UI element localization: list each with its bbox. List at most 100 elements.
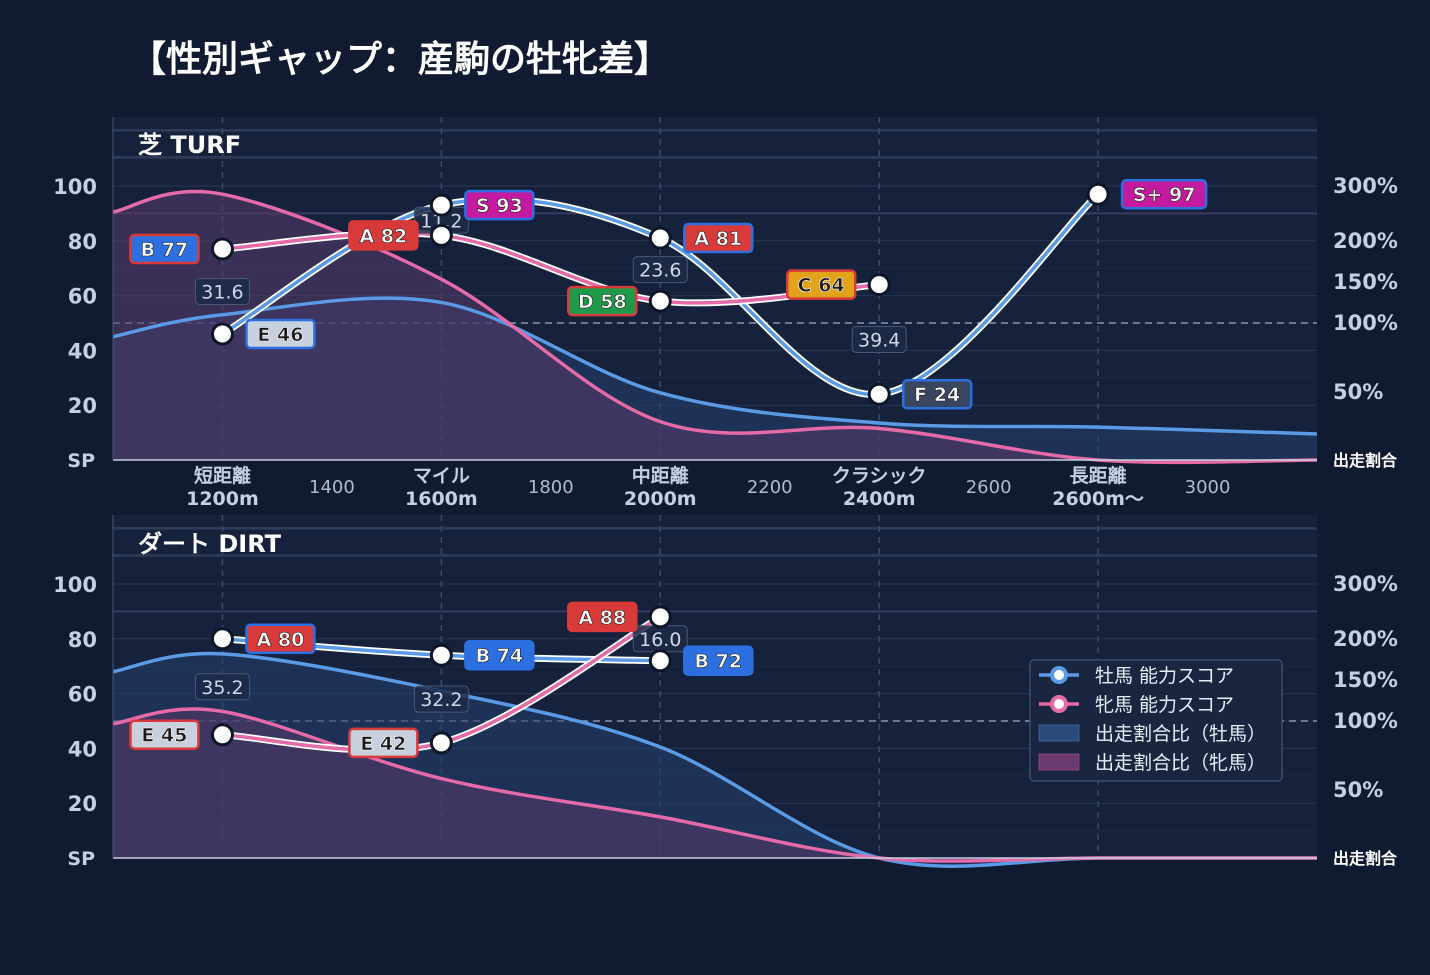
grade-label: C 64 [798, 275, 845, 297]
x-category-label: 2000m [624, 488, 697, 510]
y-tick-label: 80 [68, 230, 97, 254]
y-tick-label: 100 [53, 573, 97, 597]
data-point-female [429, 731, 453, 755]
legend-label: 牡馬 能力スコア [1095, 665, 1234, 687]
grade-label: B 72 [694, 651, 742, 673]
gap-badge [194, 277, 250, 305]
grade-badge [348, 727, 419, 759]
gap-badge [413, 685, 469, 713]
y-tick-label: 20 [68, 394, 97, 418]
turf-panel: 芝 TURF 100 80 60 40 20 SP 300% 200% 150% 100% 50% 出走… [53, 117, 1398, 510]
y-tick-label: 20 [68, 792, 97, 816]
y2-tick-label: 300% [1333, 572, 1398, 596]
legend-area-swatch [1038, 753, 1080, 771]
y2-tick-label: 50% [1333, 380, 1383, 404]
legend-label: 牝馬 能力スコア [1095, 694, 1234, 716]
data-point-female [648, 289, 672, 313]
legend-label: 出走割合比（牝馬） [1095, 752, 1266, 774]
gap-label: 16.0 [639, 629, 681, 651]
chart-title: 【性別ギャップ：産駒の牡牝差】 [130, 39, 671, 80]
y2-tick-label: 200% [1333, 229, 1398, 253]
panel-title: ダート DIRT [138, 530, 282, 558]
grade-badge [129, 233, 200, 265]
grade-label: A 81 [694, 228, 742, 250]
x-category-label: マイル [413, 465, 470, 487]
gap-label: 35.2 [201, 677, 243, 699]
data-point-male [429, 193, 453, 217]
y2-tick-label: 50% [1333, 778, 1383, 802]
grade-badge [683, 645, 754, 676]
gap-label: 32.2 [420, 689, 462, 711]
data-point-female [210, 723, 234, 747]
gap-badge [194, 673, 250, 701]
y-tick-label: 60 [68, 285, 97, 309]
x-category-label: 2600m〜 [1052, 488, 1144, 510]
grade-label: A 88 [578, 607, 626, 629]
x-minor-label: 3000 [1185, 477, 1231, 498]
gap-label: 31.6 [201, 281, 243, 303]
data-point-female [210, 237, 234, 261]
x-category-label: 長距離 [1070, 464, 1127, 487]
grade-label: E 42 [360, 733, 406, 755]
data-point-male [648, 226, 672, 250]
x-minor-label: 2200 [747, 477, 793, 498]
dirt-panel: ダート DIRT 100 80 60 40 20 SP 300% 200% 150% 100% 50%… [53, 515, 1398, 870]
grade-label: E 46 [257, 324, 303, 346]
y-bottom-label: SP [67, 450, 95, 472]
gap-label: 23.6 [639, 260, 681, 282]
grade-label: S 93 [476, 195, 523, 217]
data-point-female [867, 273, 891, 297]
ratio-area-female [113, 708, 1317, 862]
grade-label: B 77 [141, 239, 189, 261]
grade-label: F 24 [914, 384, 960, 406]
gap-label: 11.2 [420, 210, 462, 232]
y2-tick-label: 300% [1333, 174, 1398, 198]
data-point-male [429, 643, 453, 667]
gap-label: 39.4 [858, 329, 900, 351]
data-point-female [648, 605, 672, 629]
x-category-label: 短距離 [194, 464, 251, 487]
x-minor-label: 1800 [528, 477, 574, 498]
legend-label: 出走割合比（牡馬） [1095, 723, 1266, 745]
y2-bottom-label: 出走割合 [1333, 451, 1398, 470]
legend-marker [1050, 666, 1068, 684]
x-category-label: 2400m [843, 488, 916, 510]
y2-tick-label: 200% [1333, 627, 1398, 651]
grade-badge [129, 719, 200, 750]
panel-title: 芝 TURF [138, 131, 241, 159]
data-point-male [648, 649, 672, 673]
gap-badge [632, 256, 688, 284]
grade-badge [1120, 178, 1208, 210]
legend-marker [1050, 695, 1068, 713]
data-point-male [1086, 182, 1110, 206]
y2-tick-label: 100% [1333, 709, 1398, 733]
data-point-male [210, 322, 234, 346]
y2-tick-label: 150% [1333, 270, 1398, 294]
legend-area-swatch [1038, 724, 1080, 742]
grade-label: A 80 [257, 629, 305, 651]
grade-badge [464, 189, 535, 221]
x-minor-label: 2600 [966, 477, 1012, 498]
grade-label: D 58 [578, 291, 627, 313]
grade-label: S+ 97 [1133, 184, 1196, 206]
ratio-area-female [113, 191, 1317, 463]
grade-badge [348, 220, 419, 251]
y-tick-label: 80 [68, 628, 97, 652]
y-tick-label: 40 [68, 737, 97, 761]
y2-tick-label: 150% [1333, 668, 1398, 692]
grade-badge [245, 318, 316, 350]
score-line-female [222, 231, 880, 305]
grade-label: E 45 [141, 725, 187, 747]
x-category-label: 1600m [405, 488, 478, 510]
x-category-label: 1200m [186, 488, 259, 510]
grade-badge [567, 285, 638, 317]
grade-badge [464, 639, 535, 671]
grade-badge [567, 601, 638, 633]
y-tick-label: 100 [53, 175, 97, 199]
y2-bottom-label: 出走割合 [1333, 849, 1398, 868]
x-minor-label: 1400 [309, 477, 355, 498]
gap-badge [851, 325, 907, 353]
grade-badge [683, 222, 754, 254]
